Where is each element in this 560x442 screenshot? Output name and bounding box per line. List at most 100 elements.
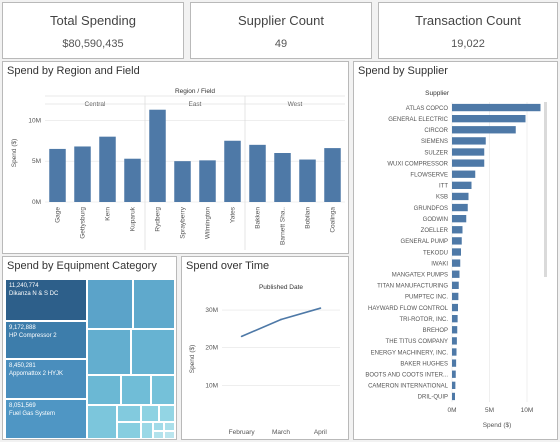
x-tick-label: Yates — [230, 206, 237, 223]
kpi-total-spending[interactable]: Total Spending $80,590,435 — [2, 2, 184, 59]
bar — [452, 159, 485, 167]
bar — [452, 226, 463, 234]
bar — [249, 144, 266, 202]
x-tick-label: Kern — [105, 207, 112, 221]
bar — [299, 159, 316, 202]
y-tick-label: IWAKI — [431, 261, 448, 267]
treemap-cell[interactable]: 11,240,774 Dikanza N & S DC — [5, 279, 87, 321]
y-tick-label: PUMPTEC INC. — [405, 295, 448, 301]
y-tick-label: 20M — [205, 345, 218, 352]
y-tick-label: BOOTS AND COOTS INTER... — [365, 373, 448, 379]
bar — [74, 146, 91, 202]
treemap-cell[interactable] — [87, 405, 117, 439]
panel-title: Spend by Region and Field — [7, 65, 140, 77]
treemap-value: 8,051,569 — [9, 403, 36, 409]
treemap-cell[interactable] — [164, 422, 175, 431]
bar — [452, 359, 457, 367]
treemap-cell[interactable] — [164, 431, 175, 439]
y-axis-label: Spend ($) — [11, 139, 18, 168]
data-point — [240, 335, 243, 338]
treemap-cell[interactable] — [87, 375, 121, 405]
panel-title: Spend over Time — [186, 260, 270, 272]
bar — [452, 103, 541, 112]
treemap-cell[interactable]: 8,051,569 Fuel Gas System — [5, 399, 87, 439]
treemap-value: 11,240,774 — [9, 283, 39, 289]
y-tick-label: CAMERON INTERNATIONAL — [368, 384, 449, 390]
region-field-panel: Spend by Region and Field Region / Field… — [2, 61, 349, 254]
treemap-cell[interactable] — [131, 329, 175, 375]
x-tick-label: 5M — [485, 407, 494, 414]
treemap-cell[interactable] — [159, 405, 175, 422]
bar — [452, 170, 476, 178]
bar — [452, 203, 468, 212]
bar — [452, 115, 526, 123]
y-tick-label: SULZER — [424, 150, 448, 156]
treemap-cell[interactable] — [87, 279, 133, 329]
y-tick-label: ZOELLER — [421, 228, 449, 234]
y-tick-label: DRIL-QUIP — [418, 395, 448, 401]
y-tick-label: GODWIN — [423, 217, 448, 223]
treemap-label: Fuel Gas System — [9, 411, 56, 417]
x-tick-label: Kuparuk — [130, 206, 137, 231]
x-tick-label: 10M — [521, 407, 534, 414]
bar — [452, 237, 462, 245]
bar — [49, 148, 66, 202]
treemap-cell[interactable]: 8,450,281 Appomattox 2 HYJK — [5, 359, 87, 399]
treemap-cell[interactable] — [87, 329, 131, 375]
y-tick-label: BREHOP — [423, 328, 448, 334]
bar — [452, 126, 516, 134]
treemap-cell[interactable] — [133, 279, 175, 329]
panel-title: Spend by Supplier — [358, 65, 448, 77]
kpi-transaction-count[interactable]: Transaction Count 19,022 — [378, 2, 558, 59]
y-tick-label: TITAN MANUFACTURING — [377, 284, 448, 290]
y-tick-label: GENERAL PUMP — [401, 239, 448, 245]
y-tick-label: GENERAL ELECTRIC — [388, 117, 448, 123]
y-tick-label: GRUNDFOS — [414, 206, 448, 212]
y-tick-label: 30M — [205, 307, 218, 314]
x-axis-label: Spend ($) — [483, 422, 512, 429]
y-tick-label: CIRCOR — [424, 128, 448, 134]
bar — [452, 326, 458, 334]
treemap-cell[interactable] — [141, 422, 153, 439]
treemap-cell[interactable] — [153, 422, 164, 431]
region-label: Central — [85, 101, 107, 108]
x-tick-label: Coalinga — [330, 207, 337, 233]
kpi-value: $80,590,435 — [62, 38, 124, 50]
y-tick-label: 10M — [28, 117, 41, 124]
kpi-value: 19,022 — [451, 38, 485, 50]
series-line — [241, 307, 321, 338]
treemap-cell[interactable] — [153, 431, 164, 439]
bar — [149, 109, 166, 202]
bar — [452, 348, 457, 356]
supplier-bar-chart: Supplier 0M 5M 10M Spend ($) ATLAS COPCO GENER… — [365, 90, 547, 429]
bar — [452, 148, 485, 156]
chart-header: Region / Field — [175, 88, 215, 95]
x-tick-label: March — [272, 429, 290, 436]
treemap-cell[interactable] — [117, 405, 141, 422]
bar — [452, 137, 486, 145]
bar — [174, 161, 191, 202]
treemap-cell[interactable] — [141, 405, 159, 422]
treemap-label: Appomattox 2 HYJK — [9, 371, 64, 377]
treemap-cell[interactable] — [117, 422, 141, 439]
treemap-cell[interactable]: 9,172,888 HP Compressor 2 — [5, 321, 87, 359]
chart-header: Supplier — [425, 90, 450, 97]
bar — [274, 153, 291, 202]
bar — [452, 270, 460, 278]
y-tick-label: WUXI COMPRESSOR — [387, 161, 448, 167]
y-tick-label: HAYWARD FLOW CONTROL — [368, 306, 449, 312]
treemap: 11,240,774 Dikanza N & S DC 9,172,888 HP… — [5, 279, 175, 439]
treemap-cell[interactable] — [151, 375, 175, 405]
y-tick-label: ATLAS COPCO — [406, 106, 449, 112]
time-line-chart: Published Date 30M 20M 10M Spend ($) February… — [189, 284, 340, 436]
equipment-panel: Spend by Equipment Category 11,240,774 D… — [2, 256, 177, 440]
x-tick-label: Gettysburg — [80, 207, 87, 239]
treemap-cell[interactable] — [121, 375, 151, 405]
bar — [199, 160, 216, 202]
y-tick-label: TEKODU — [423, 250, 448, 256]
bar — [224, 140, 241, 202]
x-tick-label: 0M — [447, 407, 456, 414]
x-tick-label: February — [229, 429, 256, 436]
kpi-supplier-count[interactable]: Supplier Count 49 — [190, 2, 372, 59]
x-tick-label: Gage — [55, 207, 62, 223]
